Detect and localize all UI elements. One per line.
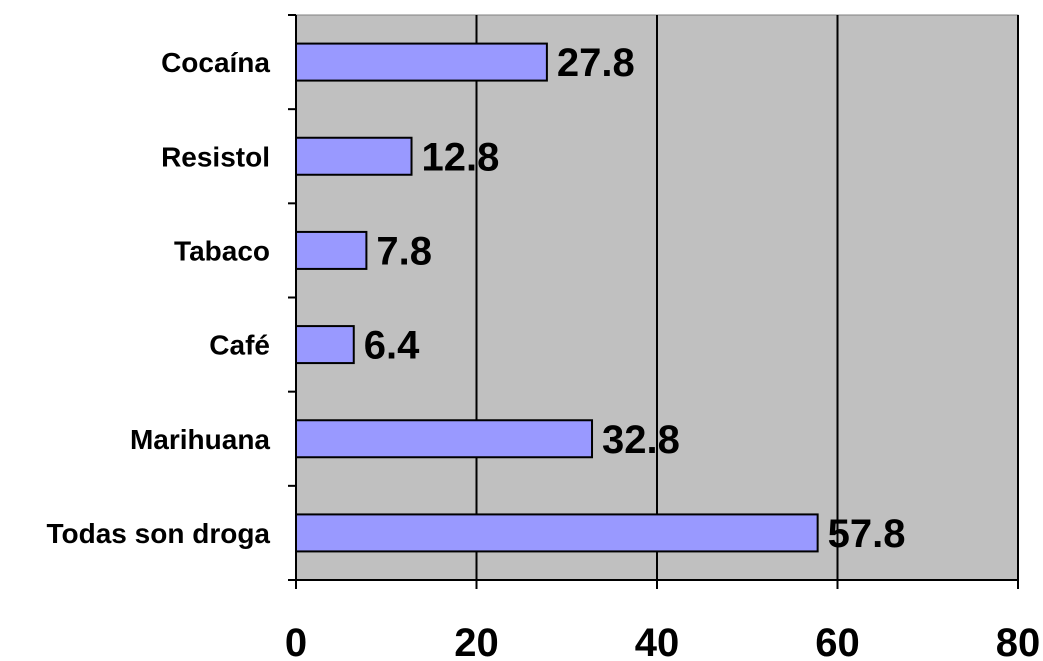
x-tick-label: 20 bbox=[454, 621, 499, 661]
category-label: Tabaco bbox=[174, 235, 270, 266]
category-label: Marihuana bbox=[130, 424, 270, 455]
bar bbox=[295, 42, 548, 82]
x-tick-label: 60 bbox=[815, 621, 860, 661]
bar bbox=[295, 513, 819, 553]
data-label: 57.8 bbox=[828, 512, 906, 556]
bar bbox=[295, 419, 594, 459]
bars bbox=[295, 42, 819, 553]
gridlines bbox=[475, 15, 1019, 580]
x-tick-label: 80 bbox=[996, 621, 1041, 661]
data-label: 7.8 bbox=[376, 229, 432, 273]
category-labels: Cocaína Resistol Tabaco Café Marihuana Todas … bbox=[47, 47, 271, 549]
x-tick-label: 0 bbox=[285, 621, 307, 661]
category-label: Cocaína bbox=[161, 47, 270, 78]
data-label: 27.8 bbox=[557, 41, 635, 85]
data-label: 6.4 bbox=[364, 324, 420, 368]
axes bbox=[288, 14, 1019, 589]
category-label: Todas son droga bbox=[47, 518, 271, 549]
data-label: 32.8 bbox=[602, 418, 680, 462]
x-tick-label: 40 bbox=[635, 621, 680, 661]
data-label: 12.8 bbox=[422, 135, 500, 179]
bar bbox=[295, 136, 413, 176]
value-labels: 27.8 12.8 7.8 6.4 32.8 57.8 bbox=[364, 41, 906, 556]
bar bbox=[295, 325, 355, 365]
category-label: Café bbox=[209, 330, 270, 361]
bar bbox=[295, 230, 368, 270]
tick-labels: 0 20 40 60 80 bbox=[285, 621, 1040, 661]
category-label: Resistol bbox=[161, 141, 270, 172]
